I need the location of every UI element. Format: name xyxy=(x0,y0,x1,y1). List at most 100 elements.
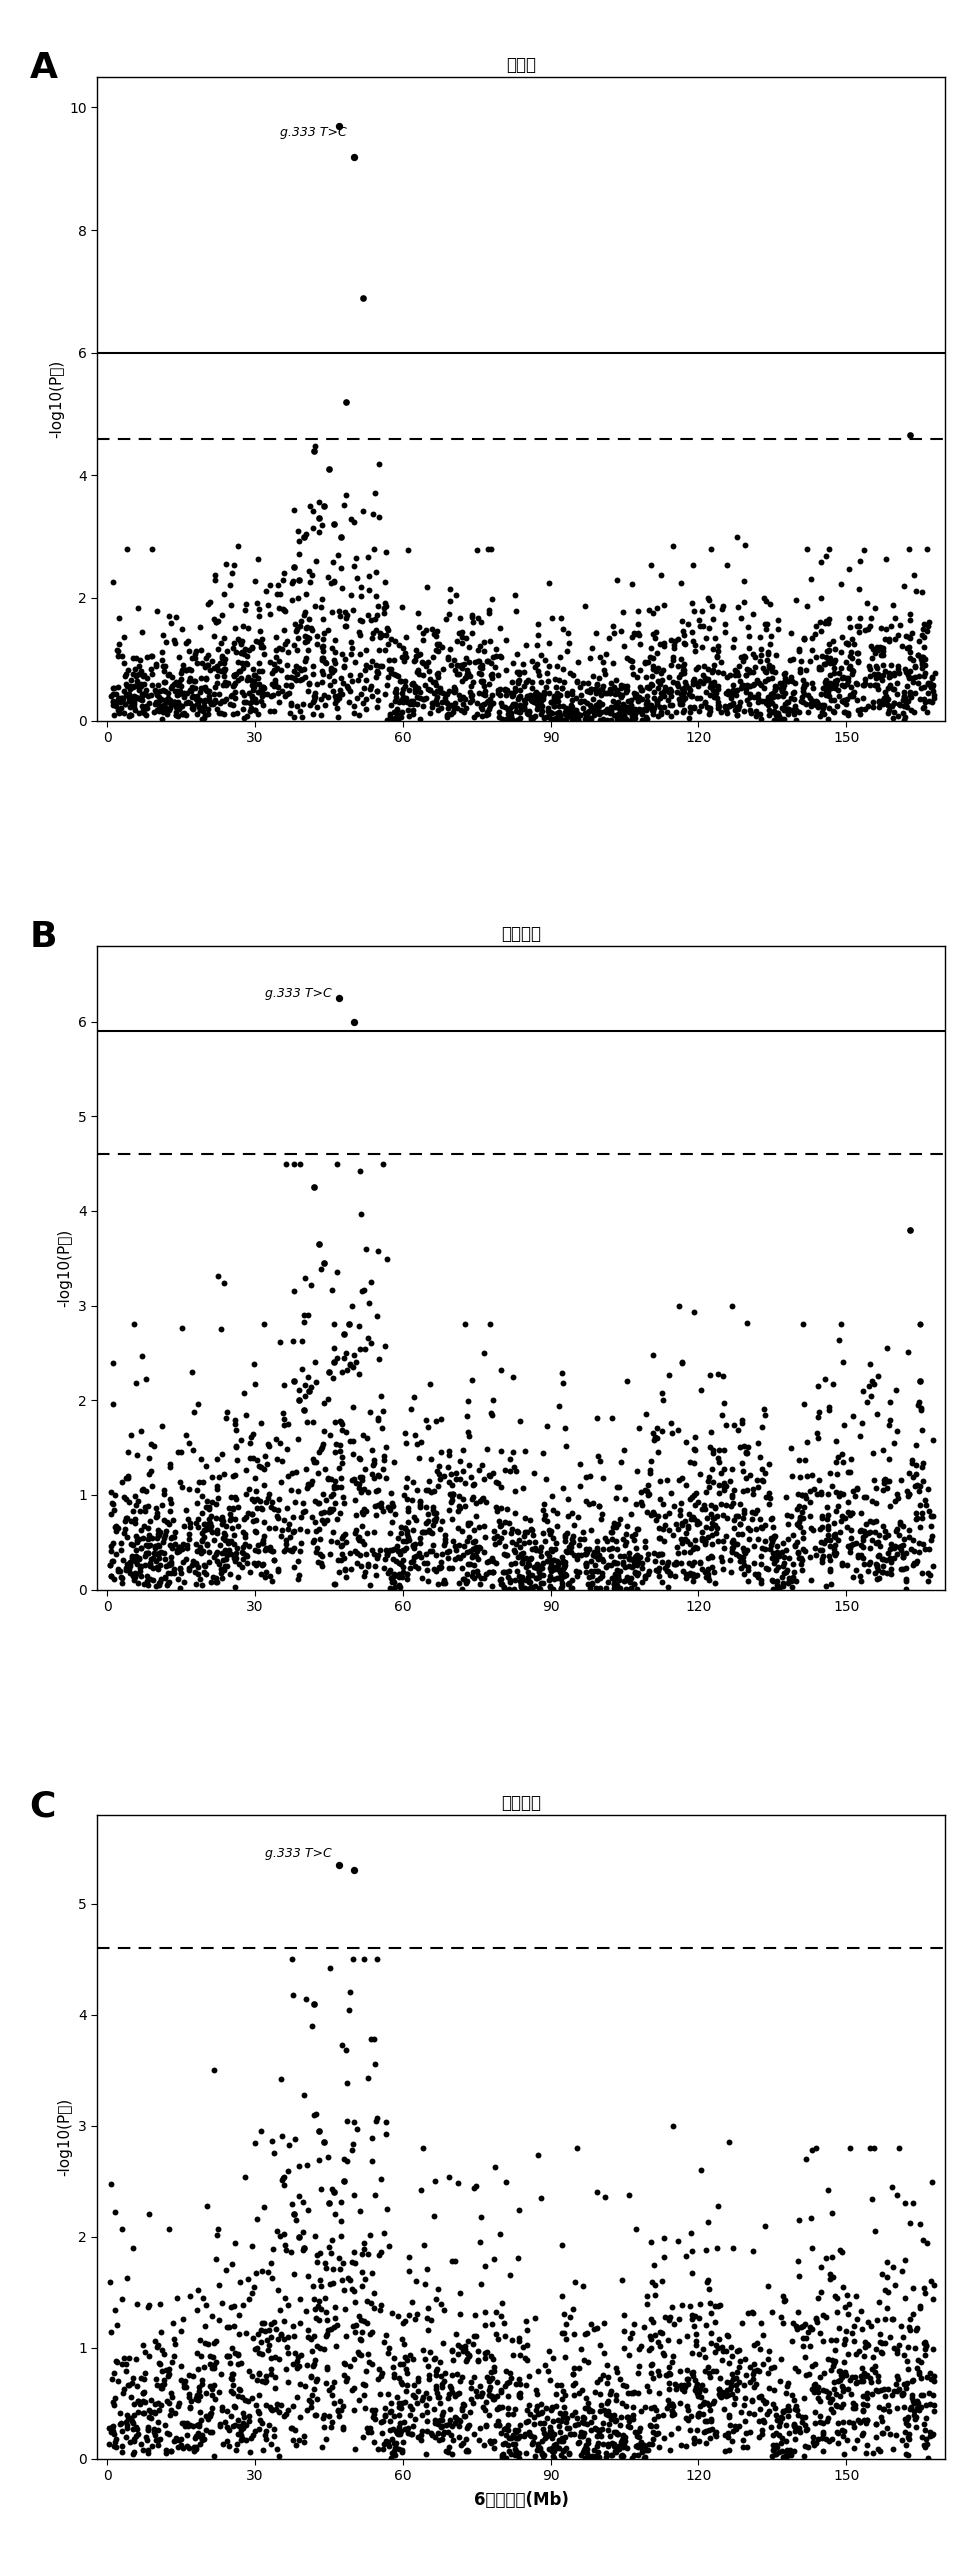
Point xyxy=(366,2287,382,2328)
Point xyxy=(149,643,165,684)
Point xyxy=(419,1470,434,1511)
Point xyxy=(457,679,472,720)
Point xyxy=(873,656,888,697)
Point xyxy=(477,1516,493,1557)
Point xyxy=(254,2361,270,2402)
Point xyxy=(426,1470,441,1511)
Point xyxy=(730,650,745,691)
Point xyxy=(263,2338,279,2379)
Point xyxy=(357,1329,373,1370)
Point xyxy=(640,1552,656,1593)
Point xyxy=(909,1498,924,1539)
Point xyxy=(345,1286,360,1327)
Point xyxy=(162,679,177,720)
Point xyxy=(264,653,280,694)
Point xyxy=(892,1501,908,1542)
Point xyxy=(542,691,557,732)
Point xyxy=(394,2318,410,2359)
Point xyxy=(353,1439,368,1480)
Point xyxy=(808,684,824,725)
Point xyxy=(456,643,471,684)
Point xyxy=(131,1539,147,1580)
Point xyxy=(468,2167,484,2208)
Point xyxy=(915,1442,930,1483)
Point xyxy=(730,686,746,727)
Point xyxy=(245,2318,261,2359)
Point xyxy=(602,2374,618,2415)
Point xyxy=(824,1562,840,1603)
Point xyxy=(324,2374,340,2415)
Point xyxy=(474,1478,490,1519)
Point xyxy=(346,1939,361,1980)
Point xyxy=(204,1483,219,1524)
Point xyxy=(537,1496,552,1537)
Point xyxy=(907,656,922,697)
Point xyxy=(839,658,854,699)
Point xyxy=(769,2428,785,2469)
Point xyxy=(697,681,713,722)
Point xyxy=(484,2423,500,2464)
Point xyxy=(429,1534,444,1575)
Point xyxy=(338,1332,354,1373)
Point xyxy=(447,2402,463,2443)
Point xyxy=(721,671,736,712)
Point xyxy=(588,689,604,730)
Point xyxy=(843,2374,859,2415)
Point xyxy=(780,1519,796,1560)
Point xyxy=(865,1432,880,1473)
Point xyxy=(170,694,186,735)
Point xyxy=(130,2410,145,2451)
Point xyxy=(381,2425,396,2466)
Point xyxy=(295,2213,311,2254)
Point xyxy=(741,627,757,668)
Point xyxy=(774,699,790,740)
Point xyxy=(471,1526,487,1567)
Point xyxy=(429,679,444,720)
Point xyxy=(387,2423,402,2464)
Point xyxy=(659,2387,675,2428)
Point xyxy=(455,2331,470,2371)
Point xyxy=(397,666,413,707)
Point xyxy=(901,2415,917,2456)
Point xyxy=(843,1524,859,1565)
Point xyxy=(875,2412,890,2453)
Point xyxy=(576,2402,591,2443)
Point xyxy=(815,2412,831,2453)
Point xyxy=(706,1552,722,1593)
Point xyxy=(920,1467,936,1508)
Point xyxy=(527,1547,543,1588)
Point xyxy=(603,1544,618,1585)
Point xyxy=(230,525,245,566)
Point xyxy=(712,2284,728,2325)
Point xyxy=(494,686,509,727)
Point xyxy=(859,2400,875,2441)
Point xyxy=(885,668,901,709)
Point xyxy=(653,691,668,732)
Point xyxy=(367,599,383,640)
Point xyxy=(263,1488,279,1529)
Point xyxy=(283,656,299,697)
Point xyxy=(441,2425,457,2466)
Point xyxy=(204,2346,219,2387)
Point xyxy=(870,2371,885,2412)
Point xyxy=(653,622,668,663)
Point xyxy=(255,1521,271,1562)
Point xyxy=(321,2395,337,2436)
Point xyxy=(263,2389,279,2430)
Point xyxy=(518,661,534,702)
Point xyxy=(339,2141,355,2182)
Point xyxy=(607,666,622,707)
Point xyxy=(181,2377,197,2418)
Point xyxy=(617,1524,632,1565)
Point xyxy=(506,1447,522,1488)
Point xyxy=(247,2328,263,2369)
Point xyxy=(245,2266,261,2307)
Point xyxy=(396,2402,412,2443)
Point xyxy=(499,1534,514,1575)
Point xyxy=(319,1460,335,1501)
Point xyxy=(775,2436,791,2476)
Point xyxy=(276,1398,291,1439)
Point xyxy=(252,610,268,650)
Point xyxy=(483,2351,499,2392)
Point xyxy=(576,686,591,727)
